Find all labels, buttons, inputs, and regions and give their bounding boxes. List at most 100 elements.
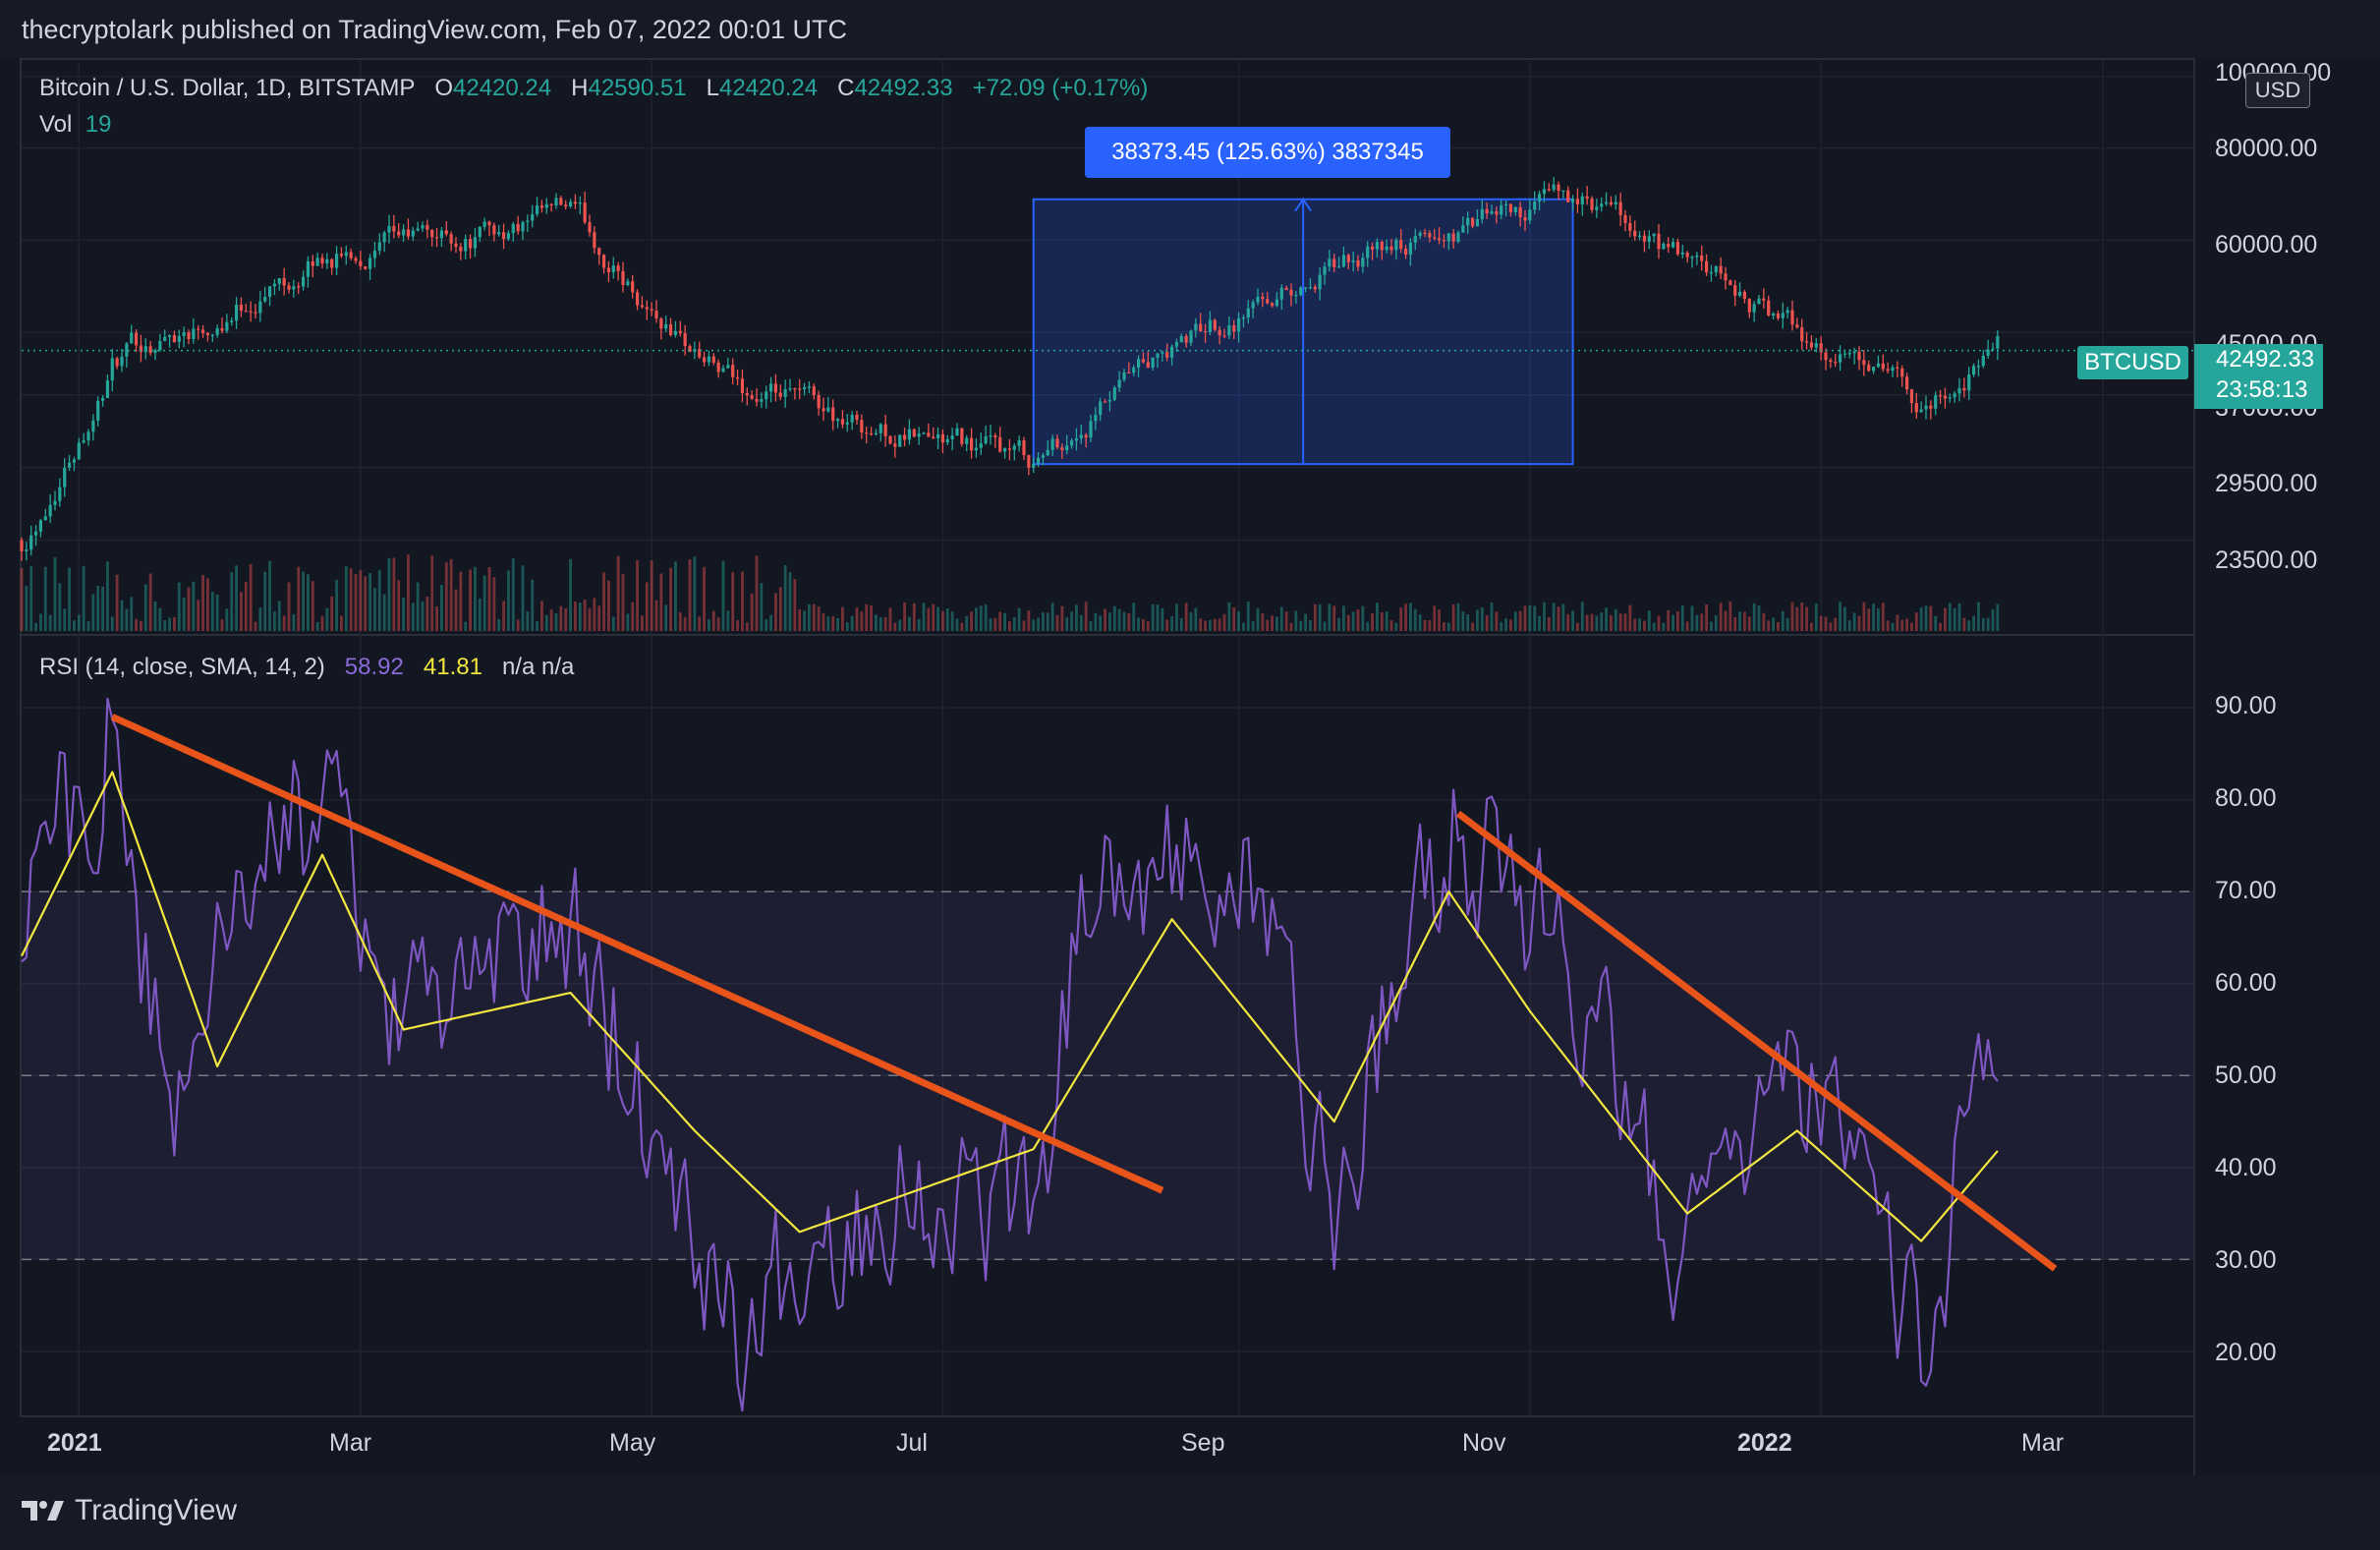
rsi-label[interactable]: RSI (14, close, SMA, 14, 2) [39,654,325,680]
candle-body [793,388,797,390]
candle-body [1909,389,1914,404]
candle-body [277,277,281,284]
candle-body [798,388,802,390]
volume-bar [1595,615,1599,631]
volume-bar [636,560,639,631]
volume-bar [1610,615,1613,631]
candle-body [1437,238,1442,241]
candle-body [984,435,988,443]
publish-header: thecryptolark published on TradingView.c… [0,0,2380,59]
candle-body [1279,287,1283,300]
volume-bar [711,610,715,631]
volume-bar [1060,605,1064,631]
volume-bar [43,566,47,631]
candles[interactable] [20,177,2000,561]
volume-bar [1055,614,1059,631]
candle-body [768,383,773,392]
candle-body [969,437,974,451]
candle-body [1418,232,1422,237]
volume-label[interactable]: Vol [39,111,73,138]
volume-bar [1371,613,1374,631]
volume-bar [1719,603,1723,631]
candle-body [1896,367,1899,369]
volume-bar [1886,620,1890,631]
volume-bar [449,558,453,631]
volume-bar [416,582,420,631]
open-value: 42420.24 [453,75,552,101]
symbol-label[interactable]: Bitcoin / U.S. Dollar, 1D, BITSTAMP [39,75,416,101]
candle-body [631,281,635,293]
volume-bar [708,619,710,631]
candle-body [1356,259,1360,267]
candle-body [330,258,334,268]
measure-tool[interactable] [1032,197,1574,466]
measure-label[interactable]: 38373.45 (125.63%) 3837345 [1085,127,1450,178]
volume-bar [1800,603,1804,631]
volume-bar [368,573,371,631]
volume-bar [1733,616,1737,631]
candle-body [683,333,687,347]
volume-bar [1175,603,1178,631]
volume-bar [1261,613,1265,631]
volume-bar [1762,612,1766,631]
candle-body [1261,296,1265,300]
candle-body [1046,449,1049,456]
candle-body [459,246,463,252]
volume-bar [474,566,477,631]
volume-bar [1271,615,1274,631]
candle-body [1929,405,1933,409]
candle-body [1069,440,1074,446]
volume-bar [411,603,415,631]
rsi-trendline [1455,810,2058,1272]
volume-bar [1165,619,1169,631]
volume-bar [1151,603,1155,631]
candle-body [883,424,887,436]
candle-body [831,407,835,422]
volume-bar [693,556,697,631]
volume-bar [1772,617,1775,631]
candle-body [454,243,458,247]
candle-body [392,225,396,232]
candle-body [1957,387,1961,394]
volume-bar [1957,603,1961,631]
volume-bar [1323,621,1327,631]
candle-body [1117,379,1121,388]
volume-bar [1423,619,1427,631]
volume-bar [1566,613,1570,631]
volume-bar [86,620,90,631]
volume-bar [1580,602,1584,631]
volume-bar [1910,622,1913,631]
tradingview-logo[interactable]: TradingView [22,1494,237,1527]
volume-bar [249,563,253,631]
volume-bar [58,583,62,631]
volume-bar [559,605,563,631]
volume-bar [611,616,615,631]
volume-bar [1857,615,1861,631]
volume-bar [354,573,358,631]
volume-bar [1218,618,1221,631]
candle-body [1380,242,1384,251]
volume-bar [855,607,859,631]
candle-body [58,487,62,501]
candle-body [1475,219,1480,227]
volume-bar [1222,613,1226,631]
candle-body [788,388,792,390]
volume-bar [235,565,238,631]
trendlines[interactable] [110,714,2058,1272]
candle-body [1891,367,1895,372]
volume-bar [29,565,33,631]
currency-badge[interactable]: USD [2245,73,2310,108]
rsi-trendline [110,714,1164,1194]
candle-body [139,345,143,353]
candle-body [735,376,740,379]
candle-body [1795,324,1799,328]
last-price-tag: 42492.33 23:58:13 [2194,344,2323,409]
volume-bar [1847,620,1851,631]
volume-bar [1012,617,1016,631]
volume-bar [1127,613,1131,631]
volume-bar [678,612,682,631]
volume-bar [1513,611,1517,631]
candle-body [487,221,491,226]
candle-body [554,198,558,205]
